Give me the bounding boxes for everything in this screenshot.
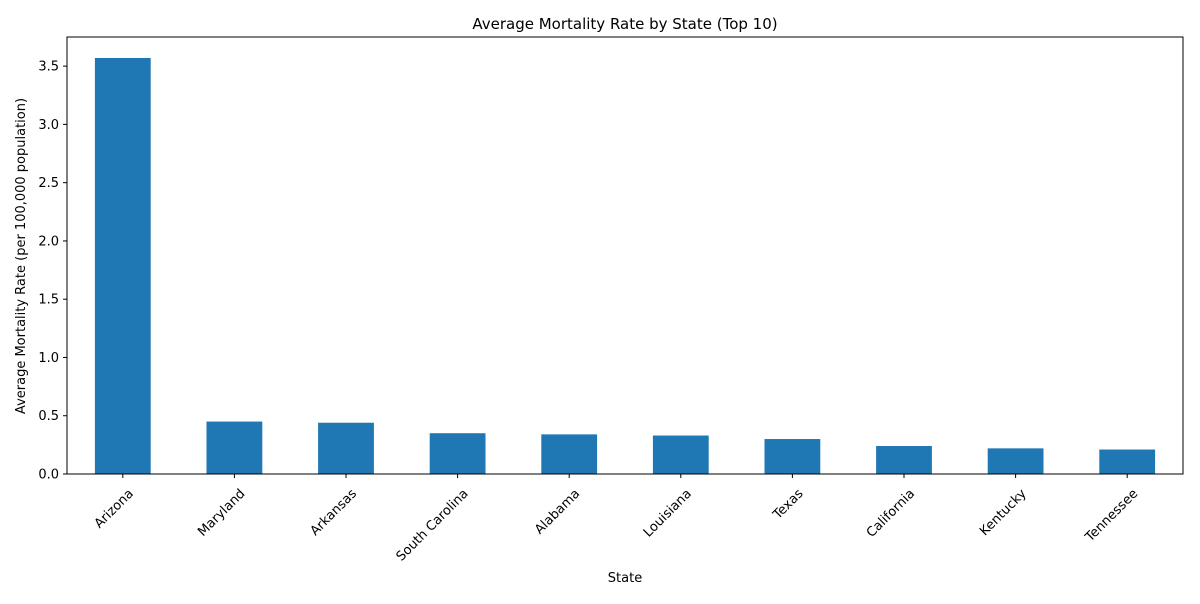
y-tick-label: 2.5 — [38, 176, 59, 191]
x-tick-label: South Carolina — [394, 486, 472, 564]
axes-group — [66, 36, 1184, 475]
x-tick-label: Louisiana — [641, 486, 695, 540]
bar-arizona — [94, 57, 151, 474]
plot-frame — [66, 36, 1184, 475]
bar-texas — [764, 439, 821, 474]
y-tick-label: 1.0 — [38, 351, 59, 366]
bar-alabama — [541, 434, 598, 474]
x-tick-label: Arkansas — [308, 486, 361, 539]
y-tick-label: 1.5 — [38, 293, 59, 308]
x-tick-label: Arizona — [92, 486, 137, 531]
bars-group — [94, 57, 1156, 474]
x-ticks-group: Arizona Maryland Arkansas South Carolina Ala… — [92, 474, 1141, 565]
y-tick-label: 0.5 — [38, 409, 59, 424]
chart-title: Average Mortality Rate by State (Top 10) — [472, 15, 777, 33]
x-tick-label: California — [864, 486, 918, 540]
bar-california — [876, 446, 932, 474]
bar-arkansas — [318, 422, 374, 474]
y-tick-label: 0.0 — [38, 468, 59, 483]
x-tick-label: Maryland — [195, 486, 248, 539]
y-tick-label: 3.5 — [38, 60, 59, 75]
y-tick-label: 2.0 — [38, 234, 59, 249]
y-tick-label: 3.0 — [38, 118, 59, 133]
bar-louisiana — [652, 435, 709, 474]
x-axis-label: State — [608, 571, 642, 586]
y-ticks-group: 0.0 0.5 1.0 1.5 2.0 2.5 3.0 3.5 — [38, 60, 67, 483]
y-axis-label: Average Mortality Rate (per 100,000 popu… — [14, 98, 29, 414]
x-tick-label: Kentucky — [977, 486, 1030, 539]
bar-maryland — [206, 421, 263, 474]
bar-south-carolina — [429, 433, 486, 474]
bar-tennessee — [1099, 449, 1156, 474]
x-tick-label: Alabama — [532, 486, 583, 537]
bar-kentucky — [987, 448, 1044, 474]
x-tick-label: Tennessee — [1082, 486, 1141, 545]
x-tick-label: Texas — [770, 486, 807, 523]
